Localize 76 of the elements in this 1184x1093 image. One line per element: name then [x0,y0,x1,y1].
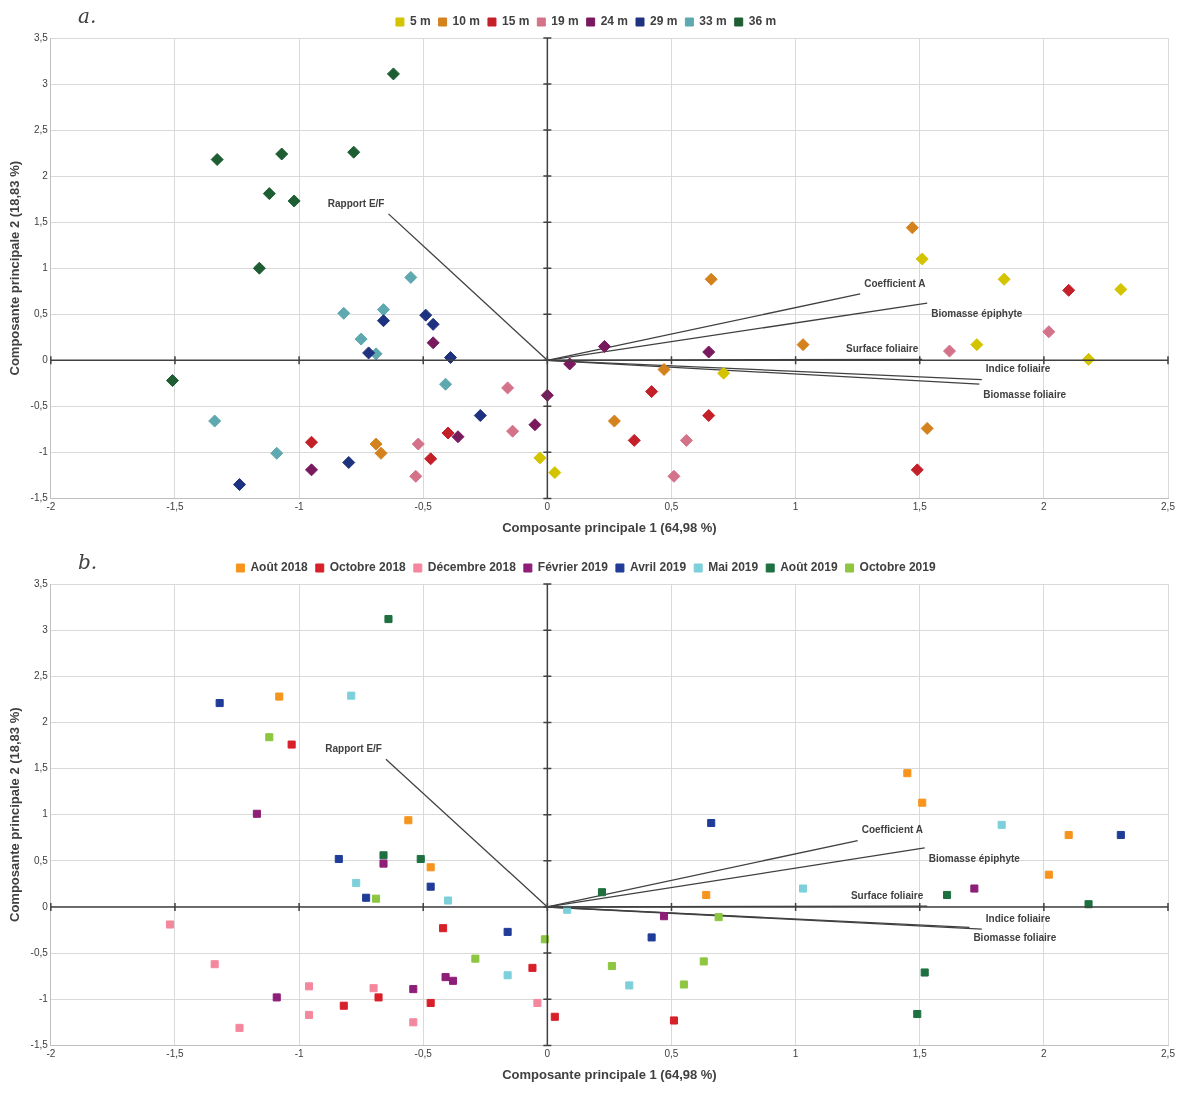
x-tick-label: -1 [294,1048,304,1060]
legend-label: 19 m [551,14,579,29]
x-tick-label: -1,5 [166,1048,185,1060]
legend-label: Août 2018 [250,560,309,575]
y-tick-label: -1,5 [30,1039,49,1051]
legend-label: Octobre 2019 [859,560,936,575]
y-tick-label: -0,5 [30,946,49,958]
annotation: Surface foliaire [845,343,919,355]
annotation: Surface foliaire [850,889,924,901]
annotation: Indice foliaire [985,912,1051,924]
x-tick-label: -2 [46,1048,56,1060]
x-tick-label: -1 [294,501,304,513]
y-tick-label: 2 [42,716,49,728]
y-tick-label: 1 [42,261,49,273]
x-tick-label: 1,5 [912,501,928,513]
y-tick-label: 2 [42,169,49,181]
annotation: Biomasse épiphyte [931,307,1023,319]
legend-label: 33 m [699,14,727,29]
x-tick-label: 2 [1041,1048,1048,1060]
x-tick-label: 2,5 [1161,501,1176,513]
y-tick-label: -1,5 [30,492,49,504]
y-tick-label: 3 [42,77,49,89]
x-axis-title: Composante principale 1 (64,98 %) [502,519,717,535]
y-tick-label: -1 [38,446,49,458]
x-tick-label: 0,5 [664,1048,679,1060]
x-tick-label: 2 [1041,501,1048,513]
chart-title: a. [78,4,97,28]
y-tick-label: 3 [42,623,49,635]
annotation: Biomasse foliaire [973,932,1057,944]
x-tick-label: -1,5 [166,501,185,513]
y-tick-label: -0,5 [30,400,49,412]
y-tick-label: 3,5 [33,577,49,589]
x-tick-label: 0 [544,1048,551,1060]
legend-label: 29 m [650,14,678,29]
y-tick-label: -1 [38,993,49,1005]
legend-label: 10 m [452,14,480,29]
annotation: Coefficient A [861,824,923,836]
x-tick-label: -0,5 [414,501,433,513]
x-axis-title: Composante principale 1 (64,98 %) [502,1066,717,1082]
y-tick-label: 1,5 [33,762,49,774]
annotation: Rapport E/F [325,743,382,755]
legend-label: 5 m [409,14,431,29]
x-tick-label: 1 [792,1048,799,1060]
legend-label: Décembre 2018 [427,560,517,575]
legend-label: Août 2019 [780,560,838,575]
legend-label: Octobre 2018 [329,560,407,575]
annotation: Indice foliaire [985,363,1051,375]
y-tick-label: 0 [42,900,49,912]
legend-label: 15 m [501,14,530,29]
y-tick-label: 0 [42,354,49,366]
legend-label: Mai 2019 [708,560,759,575]
x-tick-label: 1 [792,501,799,513]
y-tick-label: 3,5 [33,31,49,43]
annotation: Biomasse épiphyte [928,852,1021,864]
annotation: Biomasse foliaire [983,388,1067,400]
annotation: Rapport E/F [327,197,385,209]
annotation: Coefficient A [864,277,926,289]
y-tick-label: 2,5 [33,670,49,682]
x-tick-label: -0,5 [414,1048,433,1060]
x-tick-label: 0 [544,501,551,513]
y-tick-label: 1,5 [33,215,49,227]
x-tick-label: -2 [46,501,56,513]
chart-title: b. [78,550,98,574]
legend-label: Février 2019 [537,560,609,575]
y-tick-label: 0,5 [33,307,49,319]
legend-label: 36 m [748,14,777,29]
legend-label: Avril 2019 [629,560,687,575]
x-tick-label: 2,5 [1161,1048,1176,1060]
legend-label: 24 m [600,14,629,29]
y-axis-title: Composante principale 2 (18,83 %) [7,160,23,376]
y-tick-label: 2,5 [33,123,49,135]
y-axis-title: Composante principale 2 (18,83 %) [7,707,23,922]
y-tick-label: 1 [42,808,49,820]
y-tick-label: 0,5 [33,854,49,866]
x-tick-label: 1,5 [912,1048,928,1060]
x-tick-label: 0,5 [664,501,679,513]
